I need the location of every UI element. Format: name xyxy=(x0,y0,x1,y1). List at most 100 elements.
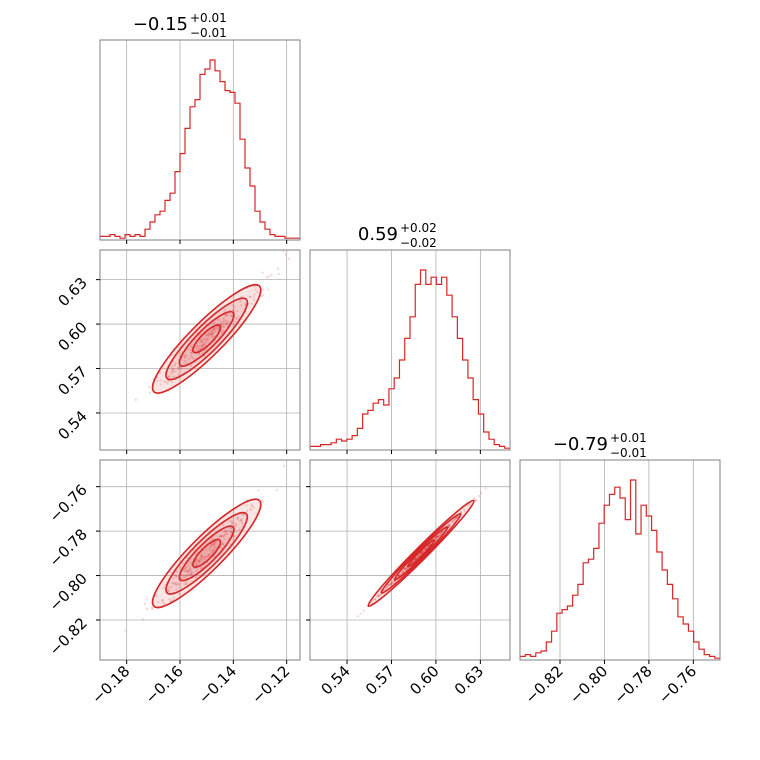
scatter-point xyxy=(168,598,171,601)
panel-frame xyxy=(309,459,511,661)
scatter-point xyxy=(174,583,177,586)
scatter-point xyxy=(394,580,397,583)
scatter-point xyxy=(171,370,175,373)
panel-frame xyxy=(99,459,301,661)
scatter-point xyxy=(186,563,190,566)
scatter-point xyxy=(222,325,225,328)
scatter-point xyxy=(211,542,214,546)
scatter-point xyxy=(180,576,183,580)
panel-frame xyxy=(99,249,301,451)
scatter-point xyxy=(196,348,199,351)
scatter-point xyxy=(215,327,218,330)
title-minus-p0: −0.01 xyxy=(190,26,227,40)
scatter-point xyxy=(420,551,424,555)
scatter-point xyxy=(210,538,214,541)
scatter-point xyxy=(378,593,382,597)
scatter-point xyxy=(236,517,239,520)
scatter-point xyxy=(189,568,192,571)
scatter-point xyxy=(211,331,214,334)
scatter-point xyxy=(244,302,247,306)
scatter-point xyxy=(224,529,228,533)
scatter-point xyxy=(189,562,192,565)
scatter-point xyxy=(434,536,437,539)
scatter-point xyxy=(159,383,162,386)
scatter-point xyxy=(162,380,166,383)
scatter-point xyxy=(435,535,438,538)
contour-0 xyxy=(151,498,262,609)
scatter-point xyxy=(203,558,206,561)
contour-0 xyxy=(151,283,262,394)
scatter-point xyxy=(204,556,207,559)
scatter-point xyxy=(161,598,164,602)
scatter-point xyxy=(205,333,208,337)
scatter-point xyxy=(229,526,232,530)
scatter-point xyxy=(223,537,226,541)
scatter-point xyxy=(208,331,211,335)
scatter-point xyxy=(250,302,253,306)
scatter-point xyxy=(190,571,194,574)
scatter-point xyxy=(181,562,184,565)
title-plus-p0: +0.01 xyxy=(190,11,227,25)
scatter-point xyxy=(224,529,227,533)
scatter-point xyxy=(164,380,168,383)
scatter-point xyxy=(217,327,220,330)
scatter-point xyxy=(142,618,145,621)
scatter-point xyxy=(403,567,407,570)
scatter-point xyxy=(189,348,192,351)
scatter-point xyxy=(198,560,202,563)
scatter-point xyxy=(195,576,198,579)
scatter-point xyxy=(417,555,420,558)
scatter-point xyxy=(188,560,191,563)
scatter-point xyxy=(166,379,169,383)
scatter-point xyxy=(259,295,263,298)
scatter-point xyxy=(249,508,252,511)
scatter-point xyxy=(238,528,241,531)
title-p2: −0.79 xyxy=(553,434,608,455)
scatter-point xyxy=(439,533,442,536)
scatter-point xyxy=(359,612,362,615)
scatter-point xyxy=(424,547,427,550)
scatter-point xyxy=(441,530,444,534)
x-tick-label: −0.80 xyxy=(566,662,611,707)
scatter-point xyxy=(203,337,207,341)
scatter-point xyxy=(170,585,173,589)
scatter-point xyxy=(203,355,206,358)
scatter-point xyxy=(175,581,178,584)
scatter-point xyxy=(151,607,154,611)
scatter-point xyxy=(240,519,243,522)
scatter-point xyxy=(171,365,174,368)
scatter-point xyxy=(209,332,212,335)
scatter-point xyxy=(235,316,238,319)
scatter-point xyxy=(183,570,186,573)
scatter-point xyxy=(388,583,391,586)
y-tick-label: −0.76 xyxy=(46,481,91,526)
scatter-point xyxy=(185,574,188,577)
scatter-point xyxy=(284,253,287,256)
scatter-point xyxy=(184,565,188,568)
contour-3 xyxy=(407,539,436,568)
scatter-point xyxy=(202,343,206,346)
scatter-point xyxy=(391,581,394,584)
scatter-point xyxy=(262,288,265,291)
scatter-point xyxy=(218,535,221,538)
panel-2-1: 0.54 0.57 0.60 0.63 xyxy=(306,459,511,698)
scatter-point xyxy=(425,547,428,550)
scatter-point xyxy=(211,550,214,554)
scatter-point xyxy=(200,344,204,347)
scatter-point xyxy=(210,329,213,333)
scatter-point xyxy=(249,296,252,299)
scatter-point xyxy=(184,567,187,571)
scatter-point xyxy=(374,598,377,601)
scatter-point xyxy=(183,575,186,578)
scatter-point xyxy=(288,257,291,260)
scatter-point xyxy=(185,569,189,572)
scatter-point xyxy=(245,504,248,507)
scatter-point xyxy=(174,370,177,373)
scatter-point xyxy=(207,333,210,337)
scatter-point xyxy=(456,515,459,518)
scatter-point xyxy=(194,346,197,349)
scatter-point xyxy=(172,577,175,580)
scatter-point xyxy=(282,250,285,253)
scatter-point xyxy=(233,534,236,537)
scatter-point xyxy=(221,323,224,326)
